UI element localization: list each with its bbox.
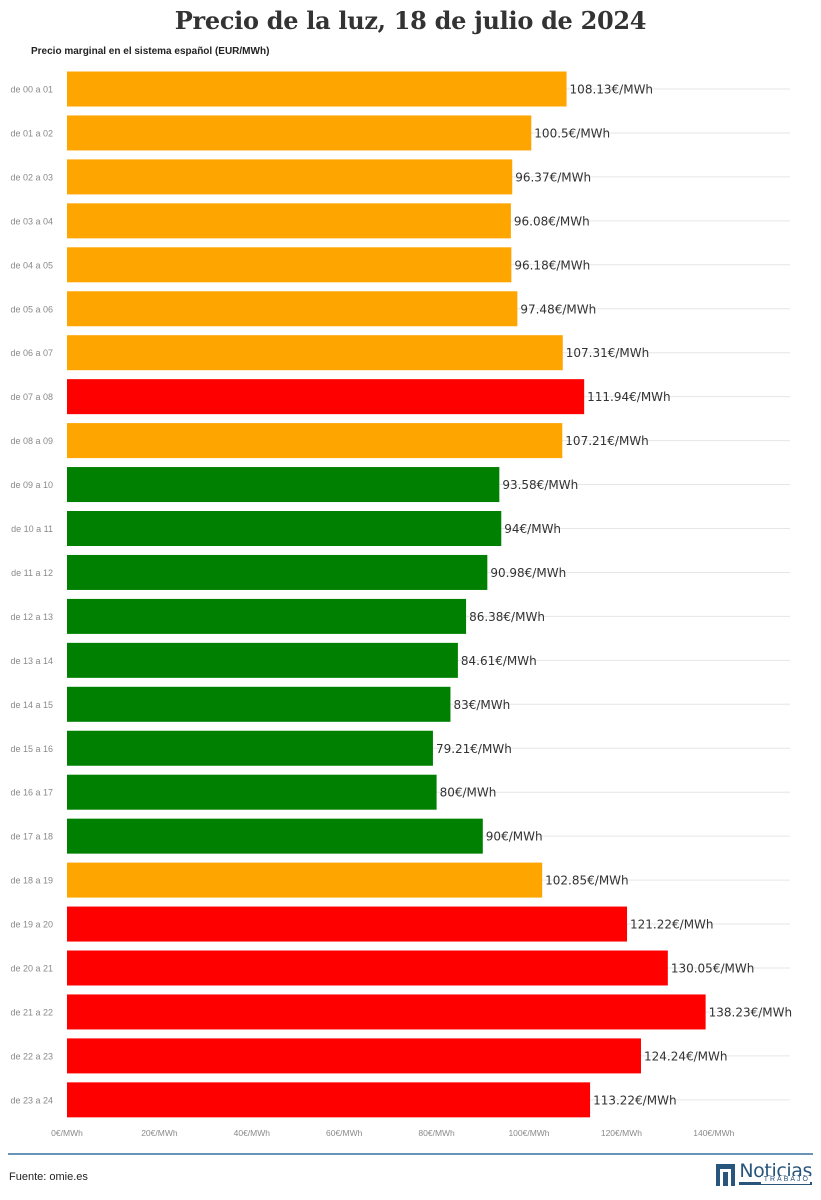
bar bbox=[67, 335, 563, 371]
data-label: 96.37€/MWh bbox=[515, 170, 591, 184]
data-label: 130.05€/MWh bbox=[671, 962, 755, 976]
category-label: de 00 a 01 bbox=[10, 85, 53, 95]
bar bbox=[67, 730, 433, 766]
category-label: de 03 a 04 bbox=[10, 216, 53, 226]
data-label: 96.08€/MWh bbox=[514, 214, 590, 228]
data-label: 108.13€/MWh bbox=[570, 83, 654, 97]
data-label: 96.18€/MWh bbox=[514, 258, 590, 272]
brand-n-icon bbox=[716, 1164, 736, 1186]
bar bbox=[67, 203, 511, 239]
category-label: de 07 a 08 bbox=[10, 392, 53, 402]
x-tick-label: 140€/MWh bbox=[693, 1128, 734, 1138]
data-label: 121.22€/MWh bbox=[630, 918, 714, 932]
bar bbox=[67, 115, 532, 151]
x-tick-label: 20€/MWh bbox=[141, 1128, 178, 1138]
footer-divider bbox=[8, 1153, 813, 1155]
data-label: 124.24€/MWh bbox=[644, 1049, 728, 1063]
chart-subtitle: Precio marginal en el sistema español (E… bbox=[31, 46, 270, 57]
data-label: 84.61€/MWh bbox=[461, 654, 537, 668]
bar bbox=[67, 71, 567, 107]
bar bbox=[67, 1038, 641, 1074]
bar bbox=[67, 467, 500, 503]
data-label: 90.98€/MWh bbox=[490, 566, 566, 580]
bar bbox=[67, 1082, 591, 1118]
category-label: de 23 a 24 bbox=[10, 1095, 53, 1105]
bar bbox=[67, 950, 668, 986]
data-label: 102.85€/MWh bbox=[545, 874, 629, 888]
data-label: 83€/MWh bbox=[453, 698, 510, 712]
category-label: de 13 a 14 bbox=[10, 656, 53, 666]
category-label: de 21 a 22 bbox=[10, 1007, 53, 1017]
data-label: 86.38€/MWh bbox=[469, 610, 545, 624]
bar bbox=[67, 818, 483, 854]
data-label: 94€/MWh bbox=[504, 522, 561, 536]
brand-name: Noticias bbox=[739, 1160, 812, 1182]
data-label: 97.48€/MWh bbox=[520, 302, 596, 316]
x-tick-label: 0€/MWh bbox=[51, 1128, 83, 1138]
bar bbox=[67, 159, 513, 195]
data-label: 80€/MWh bbox=[440, 786, 497, 800]
category-label: de 02 a 03 bbox=[10, 172, 53, 182]
category-label: de 17 a 18 bbox=[10, 832, 53, 842]
bar bbox=[67, 862, 543, 898]
bar-chart: de 00 a 01 108.13€/MWh de 01 a 02 100.5€/MW… bbox=[10, 71, 793, 1138]
x-tick-label: 80€/MWh bbox=[418, 1128, 455, 1138]
bar bbox=[67, 554, 488, 590]
x-tick-label: 120€/MWh bbox=[601, 1128, 642, 1138]
category-label: de 04 a 05 bbox=[10, 260, 53, 270]
bar bbox=[67, 774, 437, 810]
data-label: 93.58€/MWh bbox=[502, 478, 578, 492]
bar bbox=[67, 379, 585, 415]
brand-logo: Noticias TRABAJO bbox=[716, 1162, 812, 1186]
data-label: 79.21€/MWh bbox=[436, 742, 512, 756]
data-label: 113.22€/MWh bbox=[593, 1093, 677, 1107]
bar bbox=[67, 423, 563, 459]
category-label: de 01 a 02 bbox=[10, 128, 53, 138]
category-label: de 09 a 10 bbox=[10, 480, 53, 490]
data-label: 107.21€/MWh bbox=[565, 434, 649, 448]
bar bbox=[67, 247, 512, 283]
category-label: de 08 a 09 bbox=[10, 436, 53, 446]
bar bbox=[67, 598, 467, 634]
category-label: de 06 a 07 bbox=[10, 348, 53, 358]
bar bbox=[67, 642, 458, 678]
bar bbox=[67, 511, 502, 546]
bar bbox=[67, 686, 451, 722]
category-label: de 20 a 21 bbox=[10, 964, 53, 974]
data-label: 138.23€/MWh bbox=[709, 1005, 793, 1019]
category-label: de 11 a 12 bbox=[11, 568, 53, 578]
category-label: de 19 a 20 bbox=[10, 920, 53, 930]
category-label: de 14 a 15 bbox=[10, 700, 53, 710]
category-label: de 12 a 13 bbox=[10, 612, 53, 622]
data-label: 107.31€/MWh bbox=[566, 346, 650, 360]
category-label: de 10 a 11 bbox=[11, 524, 53, 534]
bar bbox=[67, 906, 628, 942]
category-label: de 22 a 23 bbox=[10, 1051, 53, 1061]
source-note: Fuente: omie.es bbox=[9, 1171, 88, 1183]
brand-subtitle: TRABAJO bbox=[760, 1176, 810, 1184]
category-label: de 16 a 17 bbox=[10, 788, 53, 798]
chart-title: Precio de la luz, 18 de julio de 2024 bbox=[174, 6, 647, 35]
bar bbox=[67, 291, 518, 327]
x-tick-label: 40€/MWh bbox=[234, 1128, 271, 1138]
data-label: 90€/MWh bbox=[486, 830, 543, 844]
category-label: de 15 a 16 bbox=[10, 744, 53, 754]
x-tick-label: 100€/MWh bbox=[508, 1128, 549, 1138]
x-tick-label: 60€/MWh bbox=[326, 1128, 363, 1138]
bar bbox=[67, 994, 706, 1030]
data-label: 111.94€/MWh bbox=[587, 390, 671, 404]
category-label: de 18 a 19 bbox=[10, 876, 53, 886]
category-label: de 05 a 06 bbox=[10, 304, 53, 314]
data-label: 100.5€/MWh bbox=[534, 126, 610, 140]
